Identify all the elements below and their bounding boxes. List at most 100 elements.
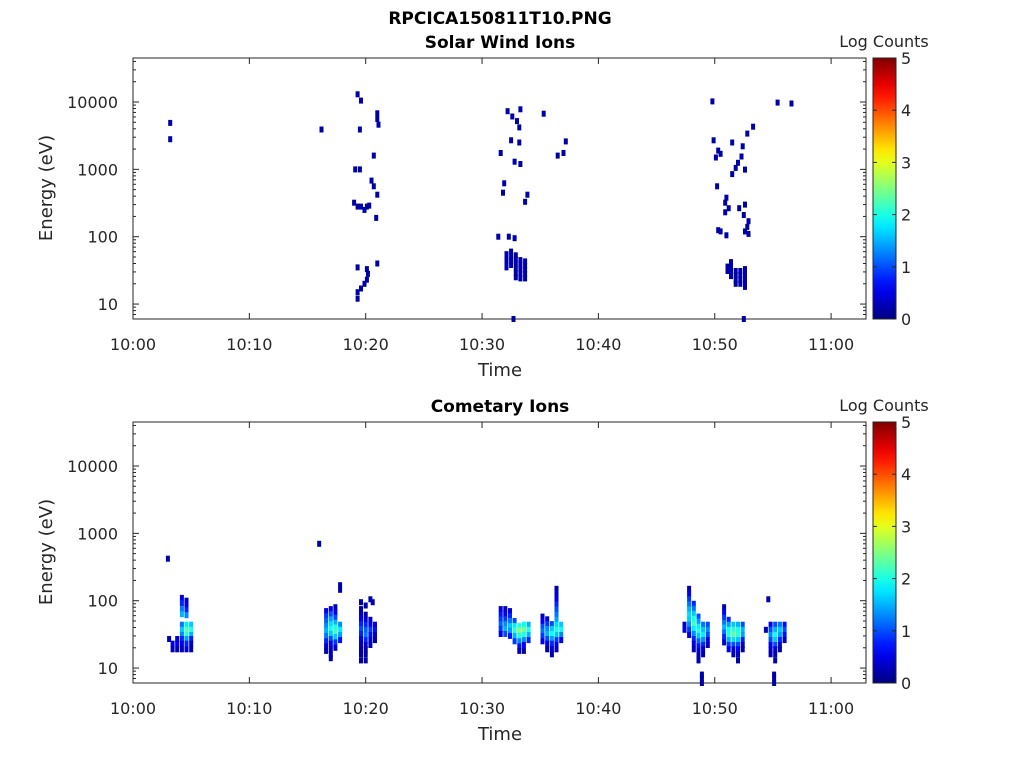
colorbar-tick-label: 0 xyxy=(901,310,911,329)
heatmap-cell xyxy=(373,621,377,628)
heatmap-cell xyxy=(554,596,559,603)
heatmap-cell xyxy=(726,616,731,623)
heatmap-cell xyxy=(687,621,692,628)
heatmap-cell xyxy=(502,180,507,187)
heatmap-cell xyxy=(729,259,733,266)
heatmap-cell xyxy=(189,632,194,638)
heatmap-cell xyxy=(498,616,503,623)
heatmap-cell xyxy=(731,646,736,653)
x-tick-label: 10:40 xyxy=(575,699,621,718)
heatmap-cell xyxy=(521,642,526,648)
heatmap-cell xyxy=(184,632,189,638)
heatmap-cell xyxy=(498,606,503,613)
heatmap-cell xyxy=(687,626,692,633)
heatmap-cell xyxy=(696,643,701,650)
heatmap-cell xyxy=(352,199,357,206)
heatmap-cell xyxy=(170,646,175,653)
heatmap-cell xyxy=(359,97,363,104)
y-tick-label: 100 xyxy=(87,592,118,611)
colorbar-label: Log Counts xyxy=(839,32,929,51)
heatmap-cell xyxy=(333,624,338,631)
heatmap-cell xyxy=(526,626,531,633)
heatmap-cell xyxy=(328,626,333,632)
heatmap-cell xyxy=(179,646,184,653)
heatmap-cell xyxy=(517,632,522,639)
heatmap-cell xyxy=(777,642,782,648)
heatmap-cell xyxy=(512,235,517,242)
heatmap-cell xyxy=(549,651,554,658)
heatmap-cell xyxy=(328,606,333,613)
heatmap-cell xyxy=(355,91,360,98)
heatmap-cell xyxy=(371,183,376,190)
heatmap-cell xyxy=(359,599,363,606)
heatmap-cell xyxy=(355,295,360,302)
heatmap-cell xyxy=(526,632,531,638)
colorbar xyxy=(872,421,897,684)
heatmap-cell xyxy=(738,268,743,274)
heatmap-cell xyxy=(763,626,768,633)
heatmap-cell xyxy=(731,626,736,633)
heatmap-cell xyxy=(353,166,358,173)
heatmap-cell xyxy=(374,214,379,221)
heatmap-cell xyxy=(359,631,363,637)
heatmap-cell xyxy=(508,608,512,615)
x-axis-label: Time xyxy=(477,724,522,745)
heatmap-cell xyxy=(722,614,727,621)
heatmap-cell xyxy=(741,212,746,218)
heatmap-cell xyxy=(509,262,514,268)
heatmap-cell xyxy=(179,636,184,642)
heatmap-cell xyxy=(328,636,333,642)
colorbar-tick-label: 2 xyxy=(901,206,911,225)
heatmap-cell xyxy=(733,164,738,171)
heatmap-cell xyxy=(777,646,782,653)
heatmap-cell xyxy=(687,611,692,618)
x-tick-label: 10:10 xyxy=(226,699,272,718)
heatmap-cell xyxy=(540,613,545,620)
heatmap-cell xyxy=(733,280,738,287)
colorbar-tick-label: 2 xyxy=(901,570,911,589)
heatmap-cell xyxy=(324,638,329,645)
heatmap-cell xyxy=(506,233,511,240)
heatmap-cell xyxy=(726,205,731,212)
heatmap-cell xyxy=(716,227,721,234)
heatmap-cell xyxy=(705,637,710,644)
heatmap-cell xyxy=(705,642,710,648)
heatmap-cell xyxy=(722,619,727,626)
heatmap-cell xyxy=(367,202,372,209)
heatmap-cell xyxy=(184,640,189,647)
heatmap-cell xyxy=(691,640,696,647)
heatmap-cell xyxy=(549,646,554,653)
y-tick-label: 1000 xyxy=(77,524,118,543)
heatmap-cell xyxy=(363,637,368,644)
heatmap-cell xyxy=(559,626,564,633)
heatmap-cell xyxy=(175,636,180,642)
colorbar xyxy=(872,57,897,320)
heatmap-cell xyxy=(740,642,745,648)
heatmap-cell xyxy=(359,611,363,618)
heatmap-cell xyxy=(179,611,184,618)
heatmap-cell xyxy=(503,606,508,613)
heatmap-cell xyxy=(503,626,508,632)
heatmap-cell xyxy=(722,624,727,631)
heatmap-cell xyxy=(729,268,733,274)
heatmap-cell xyxy=(696,613,701,620)
heatmap-cell xyxy=(168,136,173,143)
heatmap-cell xyxy=(338,637,343,644)
heatmap-cell xyxy=(376,121,381,128)
heatmap-cell xyxy=(498,611,503,618)
heatmap-cell xyxy=(691,626,696,632)
heatmap-cell xyxy=(545,616,550,623)
heatmap-cell xyxy=(726,642,731,648)
heatmap-cell xyxy=(357,166,362,173)
colorbar-tick-label: 1 xyxy=(901,622,911,641)
heatmap-cell xyxy=(517,647,522,654)
cometary-ions-panel: Cometary Ions Log Counts Time Energy (eV… xyxy=(36,396,929,745)
colorbar-tick-label: 1 xyxy=(901,258,911,277)
heatmap-cell xyxy=(364,203,369,210)
heatmap-cell xyxy=(512,632,517,639)
heatmap-cell xyxy=(324,643,329,650)
heatmap-cell xyxy=(504,255,509,262)
y-tick-label: 10 xyxy=(98,659,118,678)
heatmap-cell xyxy=(743,279,747,286)
heatmap-cell xyxy=(324,632,329,639)
